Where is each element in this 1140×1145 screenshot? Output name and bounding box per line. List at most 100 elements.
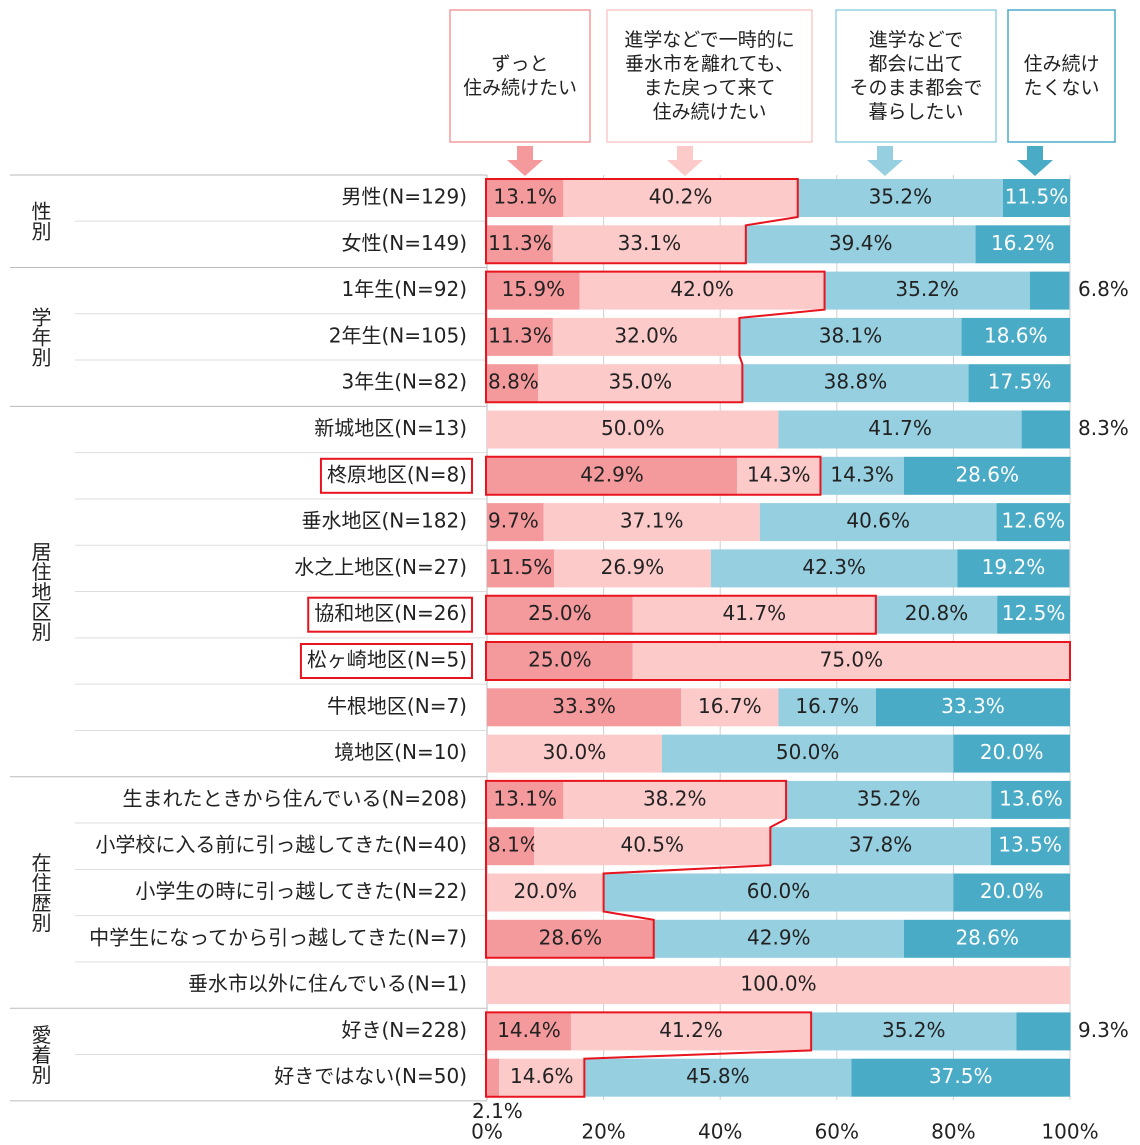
value-label: 25.0% <box>528 648 592 672</box>
bar-segment <box>851 1058 1070 1097</box>
legend-arrow <box>867 146 903 176</box>
bar-segment <box>1021 410 1070 449</box>
bar-segment <box>534 827 771 866</box>
bar-segment <box>797 179 1003 217</box>
value-label: 28.6% <box>955 462 1019 486</box>
value-label: 20.0% <box>980 879 1044 903</box>
bar-segment <box>579 271 825 310</box>
bar-segment <box>820 456 904 495</box>
bar-segment <box>563 780 787 819</box>
bar-segment <box>487 688 682 727</box>
value-label: 38.8% <box>824 370 888 394</box>
bar-segment <box>487 364 539 403</box>
value-label: 40.6% <box>846 509 910 533</box>
value-label: 37.8% <box>849 833 913 857</box>
value-label: 14.6% <box>510 1064 574 1088</box>
category-label: 中学生になってから引っ越してきた(N=7) <box>89 925 467 949</box>
value-label: 13.5% <box>998 833 1062 857</box>
value-label: 37.5% <box>929 1064 993 1088</box>
category-label: 小学校に入る前に引っ越してきた(N=40) <box>95 833 467 857</box>
category-label: 生まれたときから住んでいる(N=208) <box>123 786 468 810</box>
value-label: 16.7% <box>698 694 762 718</box>
bar-segment <box>875 688 1070 727</box>
value-label: 50.0% <box>776 740 840 764</box>
bar-segment <box>487 456 738 495</box>
value-label: 14.4% <box>497 1018 561 1042</box>
legend-arrow <box>667 146 703 176</box>
bar-segment <box>487 642 633 680</box>
value-label: 12.6% <box>1001 509 1065 533</box>
category-label: 小学生の時に引っ越してきた(N=22) <box>135 879 467 903</box>
bar-segment <box>778 688 876 727</box>
value-label: 42.3% <box>802 555 866 579</box>
category-label: 好きではない(N=50) <box>274 1064 467 1088</box>
legend-box <box>449 9 591 143</box>
bar-segment <box>487 780 564 819</box>
group-label: 居住地区別 <box>28 542 52 642</box>
value-label: 2.1% <box>472 1099 523 1123</box>
legend-text: 住み続けたくない <box>1023 53 1099 99</box>
value-label: 15.9% <box>502 277 566 301</box>
bar-segment <box>745 225 976 264</box>
bar-segment <box>499 1058 585 1097</box>
bar-segment <box>487 317 553 356</box>
value-label: 41.7% <box>723 601 787 625</box>
x-tick-label: 0% <box>471 1120 503 1144</box>
bar-segment <box>584 1058 852 1097</box>
group-label: 性別 <box>28 201 52 241</box>
value-label: 39.4% <box>829 231 893 255</box>
value-label: 11.3% <box>488 231 552 255</box>
highlight-outline <box>485 455 822 496</box>
category-label: 柊原地区(N=8) <box>327 462 467 486</box>
value-label: 35.2% <box>869 185 933 209</box>
x-tick-label: 60% <box>815 1120 859 1144</box>
category-label: 1年生(N=92) <box>342 277 468 301</box>
bar-segment <box>563 179 798 217</box>
category-label: 2年生(N=105) <box>329 323 467 347</box>
value-label: 13.1% <box>493 786 557 810</box>
bar-segment <box>538 364 743 403</box>
bar-segment <box>487 1058 500 1097</box>
group-label: 愛着別 <box>28 1024 52 1084</box>
highlight-outline <box>485 1011 813 1098</box>
bar-segment <box>786 780 992 819</box>
category-label: 好き(N=228) <box>342 1018 468 1042</box>
value-label: 35.2% <box>857 786 921 810</box>
value-label: 35.2% <box>895 277 959 301</box>
value-label: 17.5% <box>988 370 1052 394</box>
bar-segment <box>953 873 1070 912</box>
bar-segment <box>737 456 821 495</box>
value-label: 9.7% <box>488 509 539 533</box>
bar-segment <box>1016 1012 1071 1051</box>
value-label: 50.0% <box>601 416 665 440</box>
bar-segment <box>632 642 1070 680</box>
bar-segment <box>957 549 1070 588</box>
bar-segment <box>770 827 991 866</box>
bar-segment <box>990 827 1070 866</box>
value-label: 20.0% <box>514 879 578 903</box>
x-tick-label: 20% <box>581 1120 625 1144</box>
legend-box <box>835 9 997 143</box>
bar-segment <box>1029 271 1070 310</box>
bar-segment <box>552 225 746 264</box>
bar-segment <box>739 317 962 356</box>
value-label: 41.2% <box>659 1018 723 1042</box>
value-label: 16.2% <box>991 231 1055 255</box>
bar-segment <box>710 549 958 588</box>
category-label: 垂水市以外に住んでいる(N=1) <box>188 972 467 996</box>
value-label: 28.6% <box>955 925 1019 949</box>
bar-segment <box>487 549 555 588</box>
x-tick-label: 40% <box>698 1120 742 1144</box>
bar-segment <box>975 225 1070 264</box>
category-label: 男性(N=129) <box>342 185 468 209</box>
value-label: 19.2% <box>982 555 1046 579</box>
value-label: 42.9% <box>747 925 811 949</box>
value-label: 12.5% <box>1002 601 1066 625</box>
highlight-outline <box>485 641 1071 681</box>
bar-segment <box>661 734 954 773</box>
value-label: 40.5% <box>621 833 685 857</box>
group-label: 在住歴別 <box>28 852 52 932</box>
bar-segment <box>903 456 1071 495</box>
category-label: 協和地区(N=26) <box>314 601 467 625</box>
value-label: 13.1% <box>493 185 557 209</box>
